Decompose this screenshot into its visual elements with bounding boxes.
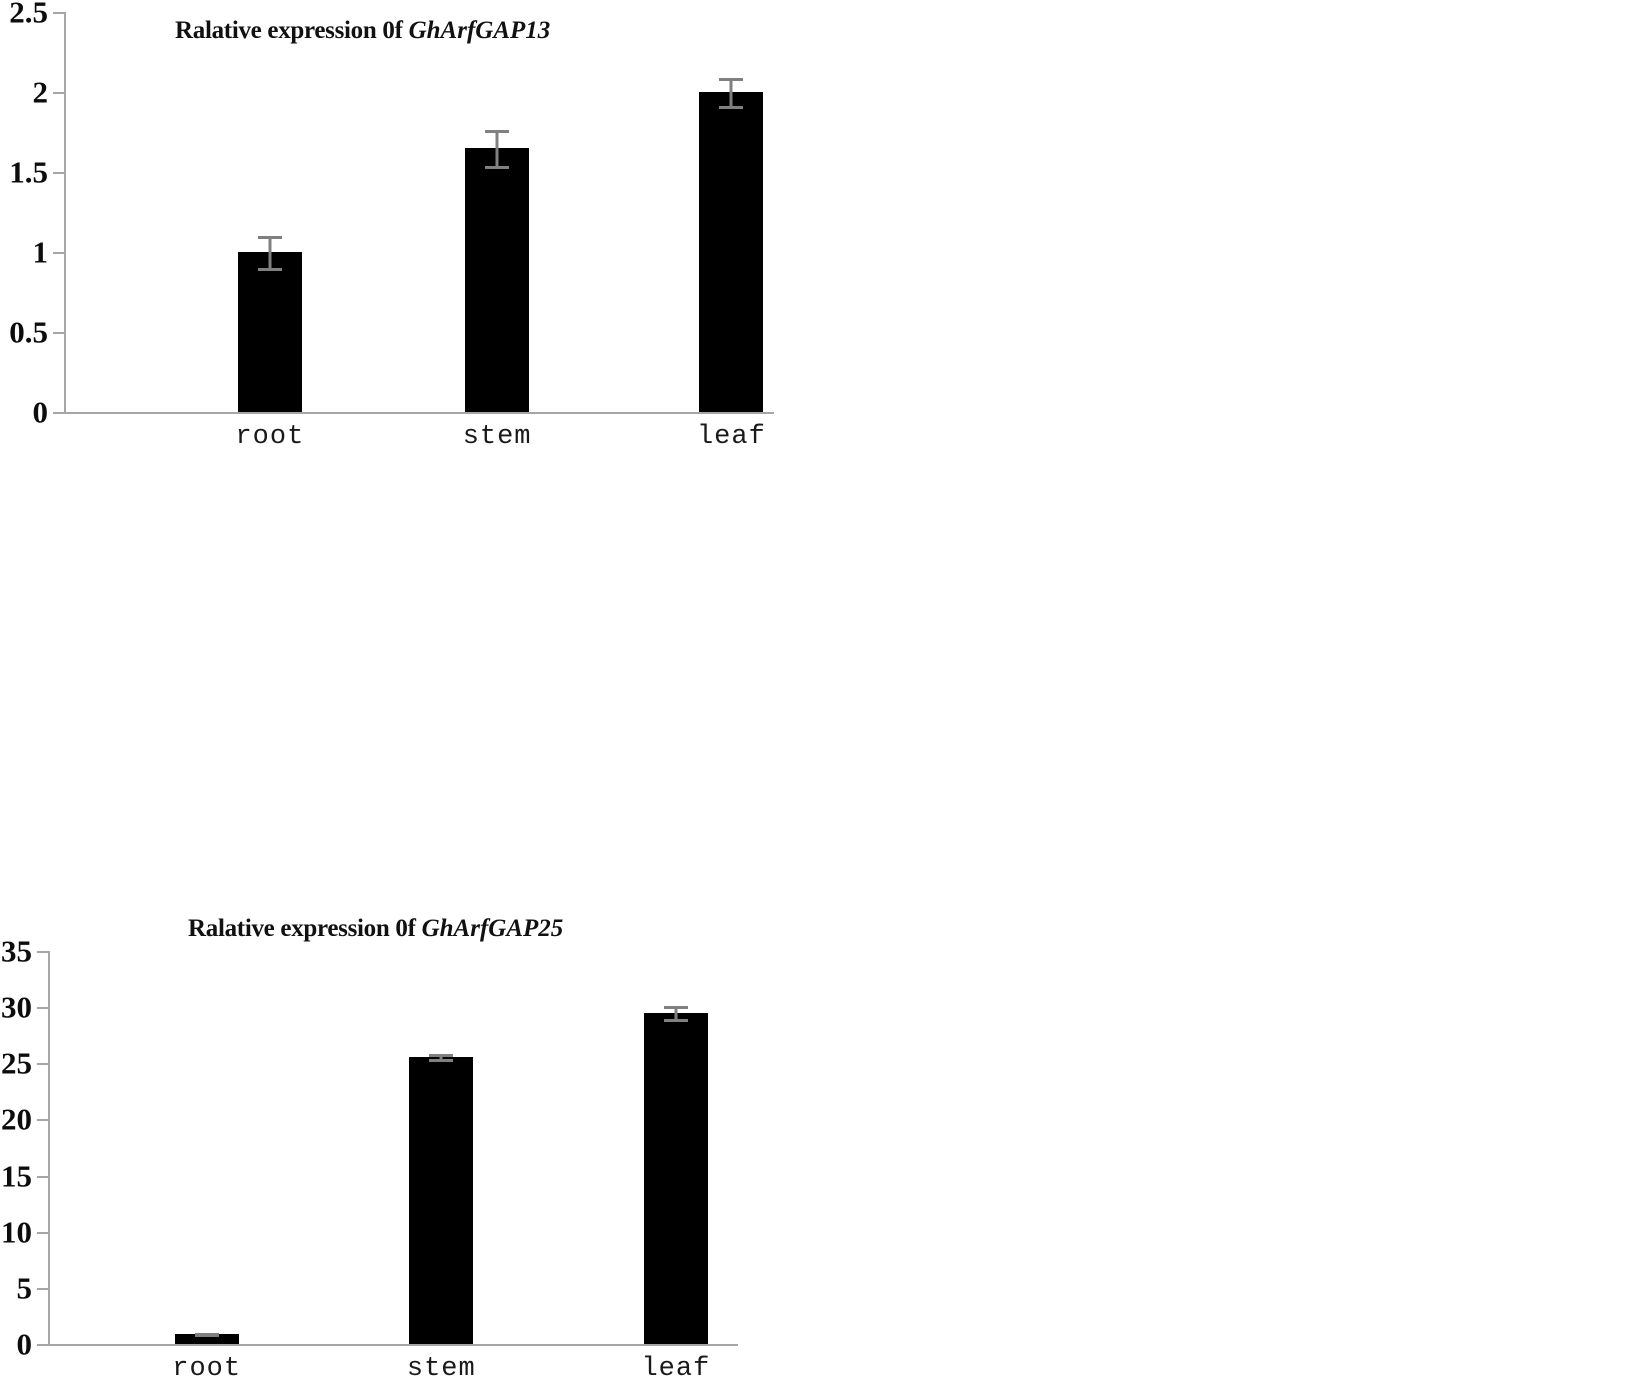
error-bar-cap-bottom <box>257 268 282 271</box>
error-bar-cap-top <box>429 1053 454 1057</box>
y-tick-mark <box>53 172 64 174</box>
error-bar-cap-bottom <box>663 1019 688 1023</box>
y-tick-mark <box>37 1287 48 1290</box>
panel-title-top-left: Ralative expression 0f GhArfGAP13 <box>175 18 550 43</box>
y-tick-label: 1 <box>32 234 49 270</box>
panel-title-gene: GhArfGAP25 <box>421 915 564 942</box>
x-axis-line <box>48 1344 738 1346</box>
y-tick-label: 5 <box>16 1270 33 1306</box>
y-tick-label: 20 <box>1 1101 32 1137</box>
y-tick-mark <box>53 332 64 334</box>
panel-title-prefix: Ralative expression 0f <box>175 17 409 44</box>
plot-area-bottom-left: 0 5 10 15 20 25 30 35 root stem leaf <box>1 936 738 1383</box>
error-bar-cap-bottom <box>429 1059 454 1063</box>
y-tick-label: 10 <box>1 1214 32 1250</box>
x-axis-line <box>64 412 774 414</box>
x-axis-label-stem: stem <box>462 422 532 452</box>
y-tick-mark <box>37 1175 48 1178</box>
y-tick-mark <box>53 412 64 414</box>
error-bar-leaf <box>729 77 733 107</box>
y-axis-line <box>64 12 66 414</box>
y-tick-label: 0 <box>16 1326 33 1362</box>
panel-bottom-right: Ralative expression 0f GhArfGAP34 00.20.… <box>820 455 1650 977</box>
y-tick-label: 25 <box>1 1045 32 1081</box>
y-tick-label: 15 <box>1 1158 32 1194</box>
x-axis-label-leaf: leaf <box>641 1354 711 1384</box>
y-tick-label: 35 <box>1 933 32 969</box>
y-axis-line <box>48 951 50 1346</box>
error-bar-root <box>268 236 272 268</box>
bar-leaf <box>643 1012 708 1344</box>
y-tick-mark <box>37 1063 48 1066</box>
x-axis-label-leaf: leaf <box>696 422 766 452</box>
error-bar-stem <box>495 130 499 166</box>
y-tick-mark <box>53 252 64 254</box>
error-bar-cap-bottom <box>719 106 744 110</box>
y-tick-mark <box>37 1344 48 1346</box>
y-tick-label: 2 <box>32 74 49 110</box>
bar-stem <box>409 1056 474 1344</box>
error-bar-cap-bottom <box>194 1334 219 1338</box>
x-axis-label-root: root <box>235 422 305 452</box>
bar-leaf <box>699 92 764 412</box>
y-tick-label: 0 <box>32 394 49 430</box>
error-bar-cap-top <box>719 77 744 81</box>
panel-bottom-left: Ralative expression 0f GhArfGAP25 0 5 10 15… <box>0 455 800 1383</box>
x-axis-label-stem: stem <box>406 1354 476 1384</box>
y-tick-mark <box>53 92 64 94</box>
panel-title-bottom-left: Ralative expression 0f GhArfGAP25 <box>188 916 563 941</box>
bar-stem <box>465 148 530 412</box>
y-tick-label: 2.5 <box>9 0 48 30</box>
panel-title-gene: GhArfGAP13 <box>408 17 551 44</box>
error-bar-cap-top <box>257 236 282 239</box>
y-tick-mark <box>53 12 64 14</box>
y-tick-mark <box>37 1119 48 1122</box>
error-bar-cap-top <box>663 1006 688 1010</box>
x-axis-label-root: root <box>172 1354 242 1384</box>
y-tick-label: 0.5 <box>9 314 48 350</box>
y-tick-mark <box>37 1231 48 1234</box>
panel-top-left: Ralative expression 0f GhArfGAP13 0 0.5 1 1… <box>0 0 800 455</box>
y-tick-label: 30 <box>1 989 32 1025</box>
error-bar-cap-top <box>485 130 510 134</box>
y-tick-mark <box>37 951 48 953</box>
plot-area-top-left: 0 0.5 1 1.5 2 2.5 root stem leaf <box>9 0 774 451</box>
bar-root <box>237 252 302 412</box>
y-tick-label: 1.5 <box>9 154 48 190</box>
error-bar-cap-bottom <box>485 165 510 169</box>
y-tick-mark <box>37 1007 48 1010</box>
panel-title-prefix: Ralative expression 0f <box>188 915 422 942</box>
panel-top-right: Ralative expression 0f GhArfGAP15 010203… <box>820 0 1650 455</box>
